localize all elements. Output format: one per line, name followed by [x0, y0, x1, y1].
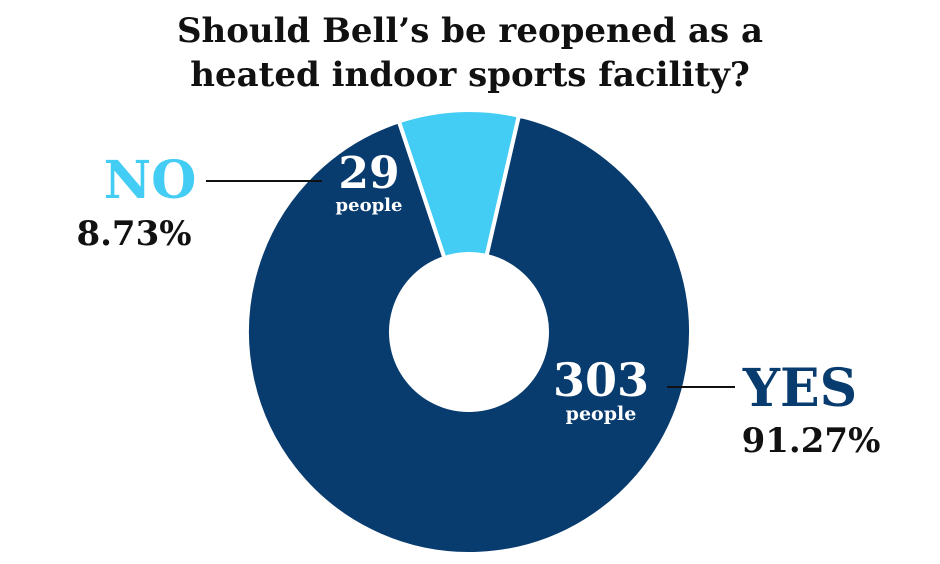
donut-slices: [245, 108, 693, 556]
no-category-label: NO: [104, 150, 197, 211]
yes-percent-label: 91.27%: [742, 421, 881, 461]
yes-count-label: 303: [553, 353, 649, 407]
no-count-label: 29: [338, 148, 399, 199]
yes-category-label: YES: [742, 358, 857, 419]
chart-title-line-2: heated indoor sports facility?: [190, 55, 750, 95]
no-percent-label: 8.73%: [76, 214, 191, 254]
chart-title-line-1: Should Bell’s be reopened as a: [177, 11, 763, 51]
no-unit-label: people: [336, 195, 403, 216]
donut-slice-yes: [245, 113, 693, 556]
yes-unit-label: people: [566, 403, 637, 425]
